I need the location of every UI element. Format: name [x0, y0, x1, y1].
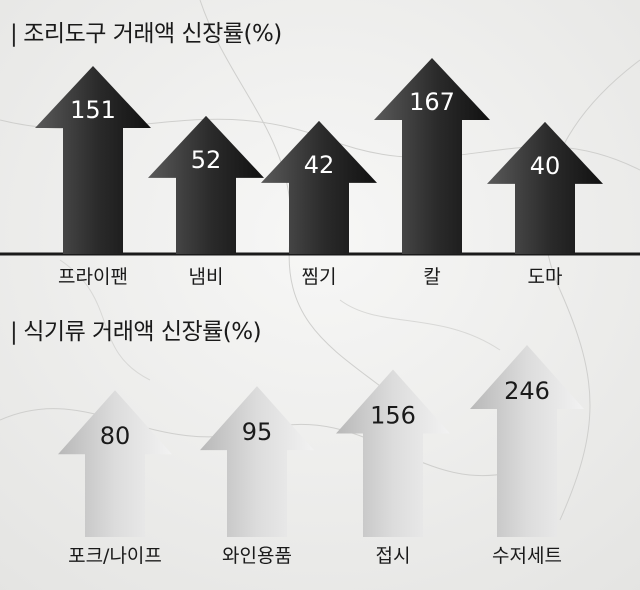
- value-label: 156: [370, 402, 416, 430]
- value-label: 52: [191, 146, 222, 174]
- category-label: 접시: [376, 545, 411, 567]
- arrow-bar-5: [487, 121, 603, 254]
- arrow-bar-1: [35, 66, 151, 254]
- chart-title-tableware: | 식기류 거래액 신장률(%): [10, 312, 262, 346]
- category-label: 프라이팬: [58, 266, 128, 288]
- arrow-bar-3: [261, 120, 377, 254]
- arrow-bar-2: [200, 386, 314, 537]
- value-label: 167: [409, 88, 455, 116]
- cookware-chart: 151 프라이팬 52 냄비 42 찜기 167 칼 40 도마: [0, 58, 640, 288]
- category-label: 냄비: [189, 266, 224, 288]
- value-label: 151: [70, 96, 116, 124]
- value-label: 95: [242, 418, 273, 446]
- title-bar-mark: |: [10, 21, 18, 47]
- arrow-bar-4: [470, 345, 584, 537]
- category-label: 찜기: [302, 266, 337, 288]
- category-label: 도마: [528, 266, 563, 288]
- category-label: 수저세트: [492, 545, 562, 567]
- arrow-bar-4: [374, 58, 490, 254]
- arrow-bar-2: [148, 115, 264, 254]
- title-bar-mark: |: [10, 319, 18, 345]
- arrow-bar-1: [58, 390, 172, 537]
- chart-title-cookware: | 조리도구 거래액 신장률(%): [10, 14, 282, 48]
- value-label: 80: [100, 422, 131, 450]
- chart-title-text: 식기류 거래액 신장률(%): [23, 319, 262, 345]
- arrow-bar-3: [336, 369, 450, 537]
- value-label: 246: [504, 377, 550, 405]
- value-label: 40: [530, 152, 561, 180]
- chart-title-text: 조리도구 거래액 신장률(%): [23, 21, 282, 47]
- category-label: 포크/나이프: [68, 545, 162, 567]
- category-label: 와인용품: [222, 545, 292, 567]
- category-label: 칼: [423, 266, 440, 288]
- value-label: 42: [304, 151, 335, 179]
- tableware-chart: 80 포크/나이프 95 와인용품 156 접시 246 수저세트: [58, 345, 584, 567]
